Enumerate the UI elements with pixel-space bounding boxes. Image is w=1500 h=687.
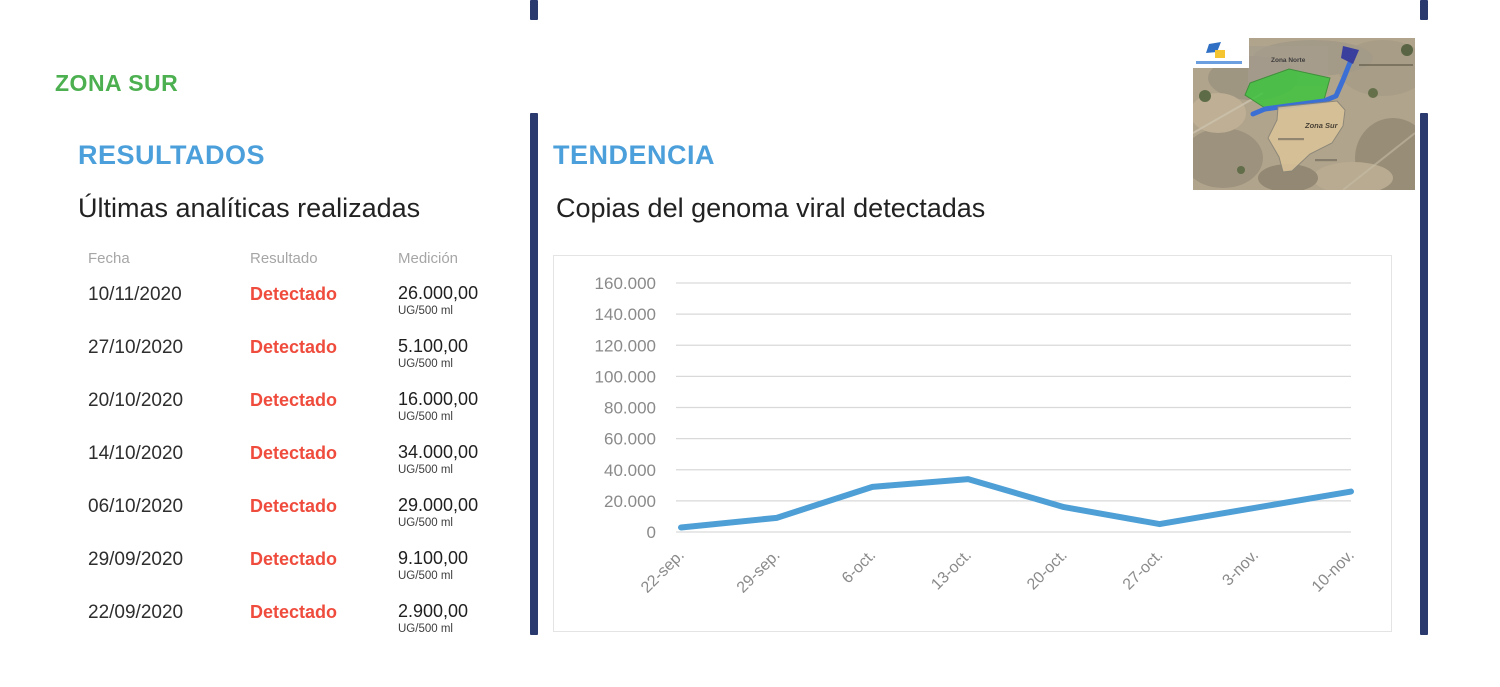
column-header-resultado: Resultado xyxy=(250,250,318,267)
cell-resultado: Detectado xyxy=(250,443,338,463)
x-axis-tick-label: 20-oct. xyxy=(1024,547,1071,594)
cell-resultado: Detectado xyxy=(250,602,338,622)
cell-resultado: Detectado xyxy=(250,549,338,569)
cell-resultado: Detectado xyxy=(250,496,338,516)
medicion-value: 2.900,00 xyxy=(398,601,469,621)
medicion-unit: UG/500 ml xyxy=(398,623,453,635)
cell-medicion: 2.900,00 UG/500 ml xyxy=(398,601,518,636)
table-row: 22/09/2020 Detectado 2.900,00 UG/500 ml xyxy=(88,602,518,655)
y-axis-tick-label: 40.000 xyxy=(604,461,656,480)
zone-title: ZONA SUR xyxy=(55,70,179,96)
x-axis-tick-label: 3-nov. xyxy=(1219,547,1262,590)
medicion-unit: UG/500 ml xyxy=(398,570,453,582)
trend-section-title: TENDENCIA xyxy=(553,140,716,170)
trend-chart-title: Copias del genoma viral detectadas xyxy=(556,193,986,223)
cell-fecha: 14/10/2020 xyxy=(88,443,184,464)
zone-map-thumbnail: Zona Norte Zona Sur xyxy=(1183,38,1431,198)
medicion-value: 34.000,00 xyxy=(398,442,479,462)
trend-line-series xyxy=(678,476,1354,531)
map-label-zona-norte: Zona Norte xyxy=(1271,57,1306,64)
y-axis-tick-label: 140.000 xyxy=(595,305,656,324)
y-axis-tick-label: 0 xyxy=(647,523,656,542)
table-row: 10/11/2020 Detectado 26.000,00 UG/500 ml xyxy=(88,284,518,337)
map-label-hospital-2 xyxy=(1315,159,1337,162)
y-axis-tick-label: 120.000 xyxy=(595,336,656,355)
y-axis-tick-label: 20.000 xyxy=(604,492,656,511)
medicion-value: 9.100,00 xyxy=(398,548,469,568)
x-axis-tick-label: 10-nov. xyxy=(1309,547,1358,596)
y-axis-tick-label: 80.000 xyxy=(604,399,656,418)
y-axis-tick-label: 100.000 xyxy=(595,367,656,386)
cell-fecha: 20/10/2020 xyxy=(88,390,184,411)
results-table-header: Fecha Resultado Medición xyxy=(88,250,518,267)
x-axis-tick-label: 29-sep. xyxy=(734,547,784,597)
column-header-medicion: Medición xyxy=(398,250,459,267)
cell-fecha: 06/10/2020 xyxy=(88,496,184,517)
y-axis-tick-label: 160.000 xyxy=(595,274,656,293)
results-table-body: 10/11/2020 Detectado 26.000,00 UG/500 ml 27/… xyxy=(88,284,518,655)
map-label-hospital-1 xyxy=(1278,138,1304,141)
divider-bar-right-top xyxy=(1420,0,1428,20)
x-axis-tick-label: 27-oct. xyxy=(1120,547,1167,594)
x-axis-tick-label: 13-oct. xyxy=(928,547,975,594)
x-axis-tick-label: 6-oct. xyxy=(839,547,879,587)
y-axis-tick-label: 60.000 xyxy=(604,430,656,449)
trend-line-chart: 0 20.000 40.000 60.000 80.000 100.000 120.000 1… xyxy=(553,255,1392,632)
cell-fecha: 29/09/2020 xyxy=(88,549,184,570)
medicion-unit: UG/500 ml xyxy=(398,411,453,423)
column-header-fecha: Fecha xyxy=(88,250,130,267)
table-row: 14/10/2020 Detectado 34.000,00 UG/500 ml xyxy=(88,443,518,496)
table-row: 29/09/2020 Detectado 9.100,00 UG/500 ml xyxy=(88,549,518,602)
table-row: 27/10/2020 Detectado 5.100,00 UG/500 ml xyxy=(88,337,518,390)
cell-resultado: Detectado xyxy=(250,390,338,410)
cell-resultado: Detectado xyxy=(250,337,338,357)
map-terrain-texture xyxy=(1183,40,1431,198)
cell-fecha: 10/11/2020 xyxy=(88,284,182,305)
divider-bar-right xyxy=(1420,113,1428,635)
table-row: 06/10/2020 Detectado 29.000,00 UG/500 ml xyxy=(88,496,518,549)
cell-medicion: 26.000,00 UG/500 ml xyxy=(398,283,518,318)
map-logo xyxy=(1193,38,1249,68)
cell-medicion: 34.000,00 UG/500 ml xyxy=(398,442,518,477)
medicion-unit: UG/500 ml xyxy=(398,305,453,317)
cell-medicion: 5.100,00 UG/500 ml xyxy=(398,336,518,371)
results-subtitle: Últimas analíticas realizadas xyxy=(78,193,421,223)
map-blue-flag xyxy=(1341,46,1359,64)
cell-fecha: 27/10/2020 xyxy=(88,337,184,358)
table-row: 20/10/2020 Detectado 16.000,00 UG/500 ml xyxy=(88,390,518,443)
medicion-value: 5.100,00 xyxy=(398,336,469,356)
divider-bar-left-top xyxy=(530,0,538,20)
cell-resultado: Detectado xyxy=(250,284,338,304)
medicion-unit: UG/500 ml xyxy=(398,464,453,476)
divider-bar-left xyxy=(530,113,538,635)
results-section-title: RESULTADOS xyxy=(78,140,265,170)
medicion-unit: UG/500 ml xyxy=(398,517,453,529)
cell-fecha: 22/09/2020 xyxy=(88,602,184,623)
medicion-value: 29.000,00 xyxy=(398,495,479,515)
results-table: Fecha Resultado Medición 10/11/2020 Detec… xyxy=(88,250,518,655)
map-zone-south-polygon xyxy=(1267,100,1346,173)
medicion-value: 16.000,00 xyxy=(398,389,479,409)
cell-medicion: 9.100,00 UG/500 ml xyxy=(398,548,518,583)
medicion-value: 26.000,00 xyxy=(398,283,479,303)
cell-medicion: 16.000,00 UG/500 ml xyxy=(398,389,518,424)
medicion-unit: UG/500 ml xyxy=(398,358,453,370)
x-axis-tick-label: 22-sep. xyxy=(638,547,688,597)
zone-map-image: Zona Norte Zona Sur xyxy=(1183,38,1431,198)
trend-chart-canvas: 0 20.000 40.000 60.000 80.000 100.000 120.000 1… xyxy=(595,274,1358,597)
cell-medicion: 29.000,00 UG/500 ml xyxy=(398,495,518,530)
map-river-line xyxy=(1250,57,1354,117)
map-label-zona-sur: Zona Sur xyxy=(1304,121,1339,130)
